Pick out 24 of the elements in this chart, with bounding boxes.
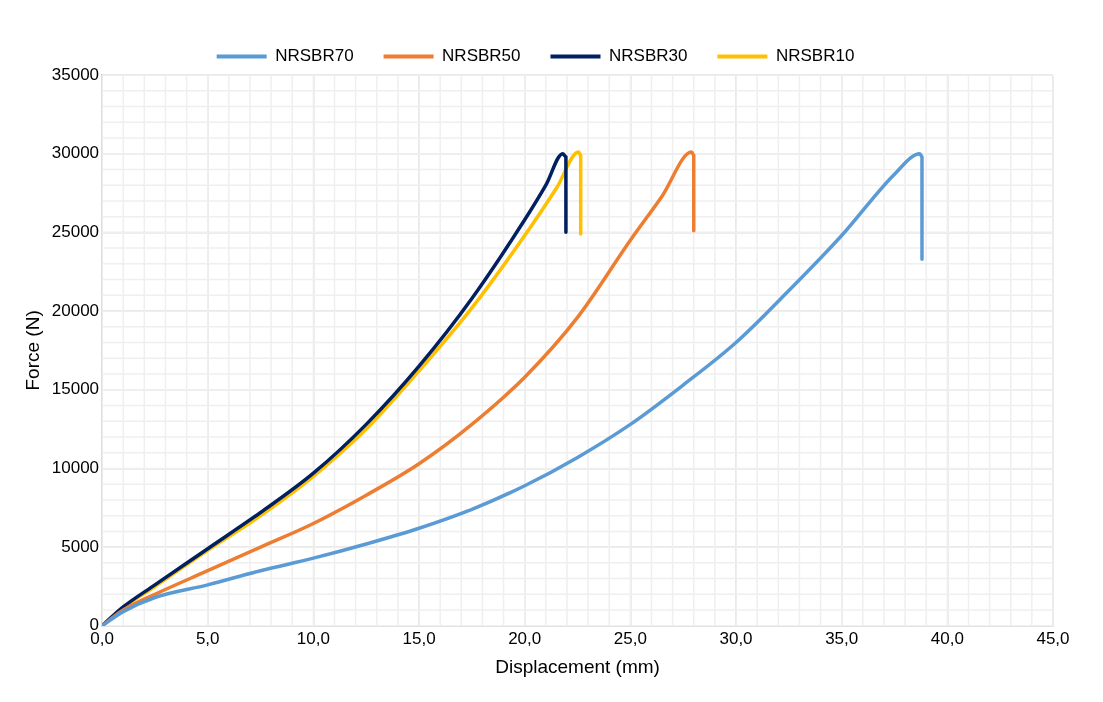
y-tick-label: 30000 — [51, 143, 100, 163]
line-series — [102, 151, 924, 626]
x-tick-label: 40,0 — [930, 628, 964, 648]
line-series — [102, 150, 696, 626]
legend-label: NRSBR70 — [275, 46, 354, 66]
x-tick-label: 35,0 — [825, 628, 859, 648]
x-tick-label: 25,0 — [613, 628, 647, 648]
x-tick-label: 45,0 — [1036, 628, 1070, 648]
x-tick-label: 15,0 — [402, 628, 436, 648]
y-tick-label: 25000 — [51, 222, 100, 242]
x-tick-label: 20,0 — [508, 628, 542, 648]
y-axis-title: Force (N) — [21, 310, 43, 391]
y-tick-label: 20000 — [51, 300, 100, 320]
x-axis-title: Displacement (mm) — [495, 655, 660, 677]
legend-label: NRSBR50 — [442, 46, 521, 66]
x-tick-label: 10,0 — [296, 628, 330, 648]
y-tick-label: 10000 — [51, 458, 100, 478]
y-tick-label: 15000 — [51, 379, 100, 399]
x-tick-label: 30,0 — [719, 628, 753, 648]
y-tick-label: 35000 — [51, 64, 100, 84]
legend-label: NRSBR10 — [775, 46, 855, 66]
legend-label: NRSBR30 — [609, 46, 688, 66]
y-tick-label: 5000 — [61, 536, 100, 556]
x-tick-label: 5,0 — [195, 628, 220, 648]
